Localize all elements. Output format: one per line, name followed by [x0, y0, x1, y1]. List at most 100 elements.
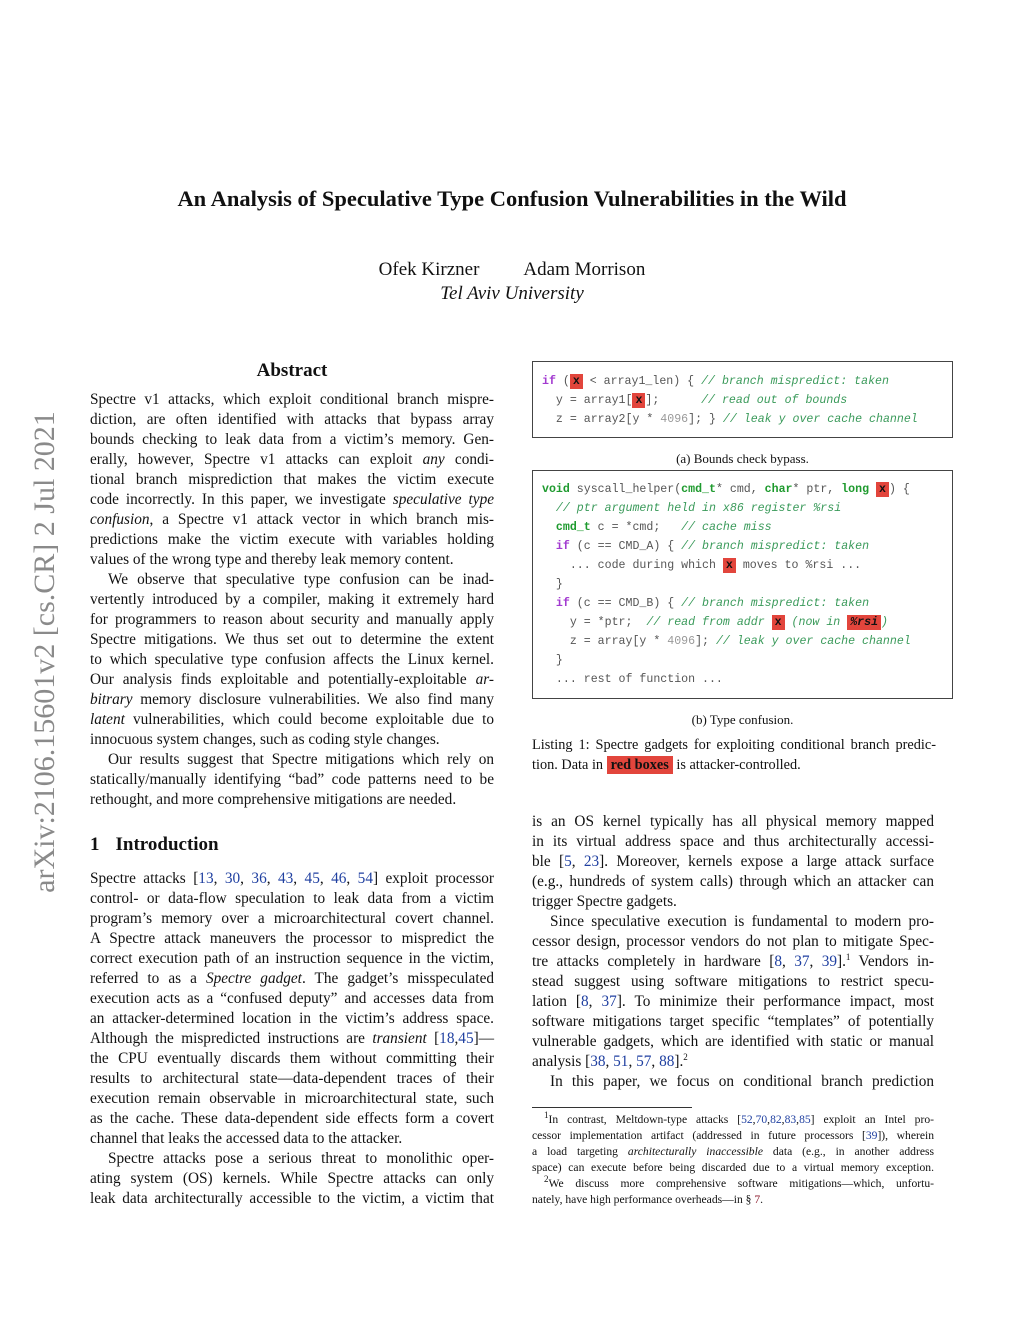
citation-link[interactable]: 8: [580, 993, 589, 1010]
text-run: // ptr argument held in x86 register %rs…: [555, 502, 842, 515]
text-run: architecturally inaccessible: [627, 1145, 763, 1158]
text-run: ,: [454, 1030, 459, 1047]
text-run: channel that leaks the accessed data to …: [90, 1130, 403, 1147]
text-line: software mitigations target specific “te…: [532, 1012, 934, 1032]
text-run: cessor design, processor vendors do not …: [532, 933, 934, 950]
citation-link[interactable]: 54: [357, 870, 373, 887]
text-run: syscall_helper(: [569, 483, 682, 496]
text-run: * ptr,: [792, 483, 842, 496]
citation-link[interactable]: 52: [741, 1113, 753, 1126]
text-line: 1In contrast, Meltdown-type attacks [52,…: [532, 1111, 934, 1128]
text-run: referred to as a: [90, 970, 206, 987]
text-run: an attacker-determined location in the v…: [90, 1010, 494, 1027]
text-run: data (e.g., in another address: [762, 1145, 934, 1158]
text-line: vertently introduced by a compiler, maki…: [90, 590, 494, 610]
text-line: tional branch misprediction that makes t…: [90, 470, 494, 490]
text-line: Spectre mitigations. We thus set out to …: [90, 630, 494, 650]
text-run: Our analysis finds exploitable and poten…: [90, 671, 476, 688]
citation-link[interactable]: 45: [304, 870, 320, 887]
text-run: if: [555, 540, 570, 553]
text-line: to which speculative type confusion affe…: [90, 650, 494, 670]
attacker-controlled-box: x: [569, 374, 583, 389]
text-run: ]. Moreover, kernels expose a large atta…: [599, 853, 935, 870]
citation-link[interactable]: 13: [198, 870, 214, 887]
text-line: latent vulnerabilities, which could beco…: [90, 710, 494, 730]
footnotes: 1In contrast, Meltdown-type attacks [52,…: [532, 1111, 934, 1208]
text-run: memory disclosure vulnerabilities. We al…: [132, 691, 494, 708]
citation-link[interactable]: 23: [583, 853, 600, 870]
citation-link[interactable]: 37: [794, 953, 810, 970]
citation-link[interactable]: 51: [613, 1053, 629, 1070]
citation-link[interactable]: 88: [659, 1053, 675, 1070]
text-run: long: [841, 483, 870, 496]
code-line: void syscall_helper(cmd_t* cmd, char* pt…: [542, 480, 952, 499]
text-line: Although the mispredicted instructions a…: [90, 1029, 494, 1049]
text-run: // leak y over cache channel: [722, 413, 918, 426]
text-line: diction, are often identified with attac…: [90, 410, 494, 430]
text-run: ].: [836, 953, 846, 970]
code-line: }: [542, 651, 952, 670]
text-run: [542, 597, 556, 610]
text-run: ,: [796, 1113, 800, 1126]
text-run: . The gadget’s misspeculated: [301, 970, 495, 987]
text-line: Since speculative execution is fundament…: [532, 912, 934, 932]
text-line: nately, have high performance overheads—…: [532, 1192, 934, 1208]
text-run: predictions make the victim execute with…: [90, 531, 494, 548]
citation-link[interactable]: 39: [821, 953, 837, 970]
text-line: as the cache. These data-dependent side …: [90, 1109, 494, 1129]
text-run: }: [542, 654, 563, 667]
text-run: .: [760, 1193, 764, 1206]
text-run: Spectre gadget: [205, 970, 302, 987]
text-run: rethought, and more comprehensive mitiga…: [90, 791, 457, 808]
citation-link[interactable]: 82: [770, 1113, 782, 1126]
text-run: ble [: [532, 853, 565, 870]
text-line: Spectre attacks [13, 30, 36, 43, 45, 46,…: [90, 869, 494, 889]
right-column-body: is an OS kernel typically has all physic…: [532, 812, 934, 1092]
text-run: cmd_t: [681, 483, 716, 496]
citation-link[interactable]: 70: [755, 1113, 768, 1126]
citation-link[interactable]: 36: [251, 870, 267, 887]
text-run: ,: [213, 870, 225, 887]
text-run: tion. Data in: [532, 757, 607, 773]
footnote-marker: 1: [845, 951, 851, 962]
text-run: Although the mispredicted instructions a…: [90, 1030, 373, 1047]
code-line: ... code during which x moves to %rsi ..…: [542, 556, 952, 575]
text-line: Our results suggest that Spectre mitigat…: [90, 750, 494, 770]
text-run: // read out of bounds: [701, 394, 848, 407]
code-line: if (x < array1_len) { // branch mispredi…: [542, 372, 952, 391]
code-lines: if (x < array1_len) { // branch mispredi…: [533, 362, 952, 429]
citation-link[interactable]: 85: [799, 1113, 811, 1126]
text-run: in its virtual address space and thus ar…: [532, 833, 934, 850]
text-line: In this paper, we focus on conditional b…: [532, 1072, 934, 1092]
citation-link[interactable]: 37: [601, 993, 617, 1010]
citation-link[interactable]: 8: [774, 953, 782, 970]
citation-link[interactable]: 5: [564, 853, 572, 870]
text-run: ];: [695, 635, 716, 648]
text-line: stead suggest using software mitigations…: [532, 972, 934, 992]
citation-link[interactable]: 57: [636, 1053, 652, 1070]
text-run: Spectre attacks pose a serious threat to…: [108, 1150, 494, 1167]
section-number: 1: [90, 834, 100, 855]
citation-link[interactable]: 45: [458, 1030, 474, 1047]
citation-link[interactable]: 39: [865, 1129, 878, 1142]
text-run: ,: [240, 870, 252, 887]
citation-link[interactable]: 46: [331, 870, 347, 887]
text-line: predictions make the victim execute with…: [90, 530, 494, 550]
citation-link[interactable]: 83: [784, 1113, 797, 1126]
section-ref-link[interactable]: 7: [754, 1193, 761, 1206]
text-run: cessor implementation artifact (addresse…: [532, 1129, 866, 1142]
citation-link[interactable]: 43: [277, 870, 294, 887]
text-line: leak data architecturally accessible to …: [90, 1189, 494, 1209]
text-line: trigger Spectre gadgets.: [532, 892, 934, 912]
citation-link[interactable]: 38: [590, 1053, 606, 1070]
red-box-label: red boxes: [606, 756, 673, 774]
citation-link[interactable]: 18: [439, 1030, 455, 1047]
text-run: innocuous system changes, such as coding…: [90, 731, 440, 748]
citation-link[interactable]: 30: [224, 870, 241, 887]
text-line: ating system (OS) kernels. While Spectre…: [90, 1169, 494, 1189]
text-line: the CPU eventually discards them without…: [90, 1049, 494, 1069]
text-line: space) can execute before being discarde…: [532, 1160, 934, 1176]
text-line: innocuous system changes, such as coding…: [90, 730, 494, 750]
text-line: referred to as a Spectre gadget. The gad…: [90, 969, 494, 989]
text-line: a load targeting architecturally inacces…: [532, 1144, 934, 1160]
